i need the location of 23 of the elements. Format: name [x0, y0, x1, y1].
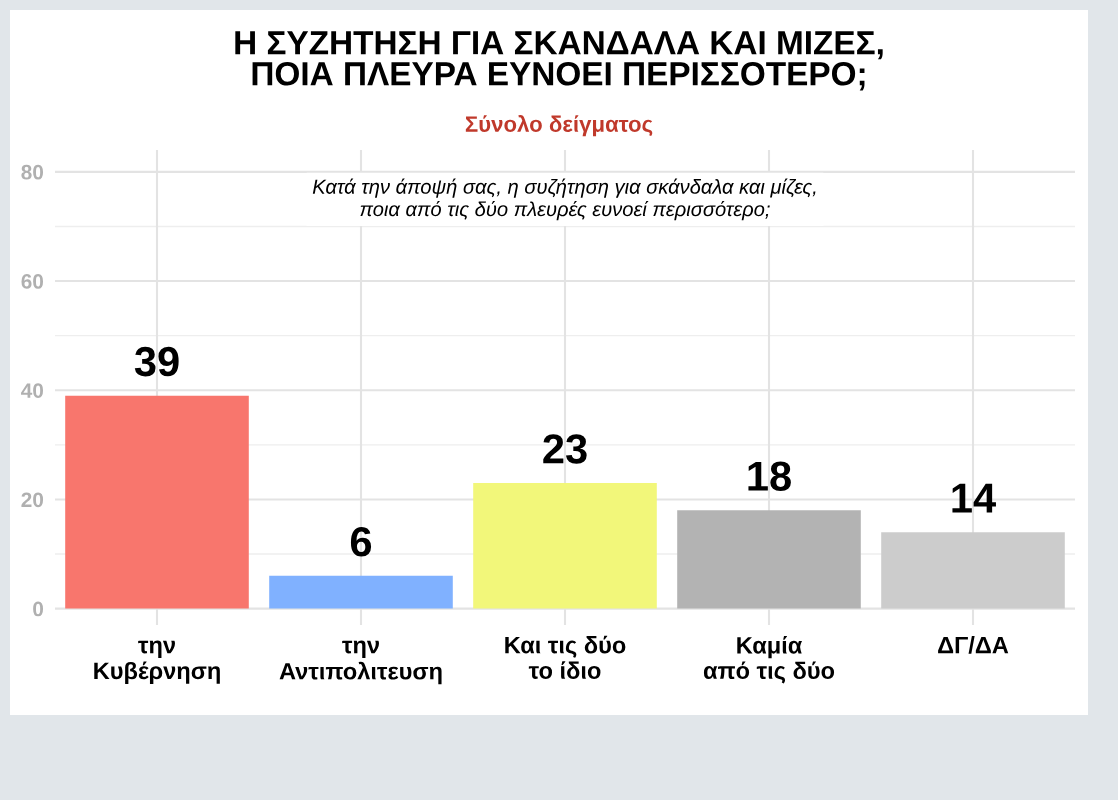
- x-tick-label: την Αντιπολιτευση: [279, 640, 442, 685]
- bar: [65, 395, 249, 609]
- y-tick-label: 20: [21, 492, 44, 508]
- y-tick-label: 60: [21, 274, 44, 289]
- y-tick-label: 0: [33, 601, 44, 617]
- y-tick-label: 80: [21, 164, 44, 180]
- data-label: 39: [134, 346, 179, 377]
- chart-title: Η ΣΥΖΗΤΗΣΗ ΓΙΑ ΣΚΑΝΔΑΛΑ ΚΑΙ ΜΙΖΕΣ, ΠΟΙΑ ΠΛΕΥΡΑ ΕΥΝΟΕΙ ΠΕΡΙΣΣΟΤΕΡΟ;: [235, 31, 883, 91]
- data-label: 6: [350, 527, 372, 557]
- x-tick-label: ΔΓ/ΔΑ: [938, 636, 1009, 654]
- bar: [677, 510, 861, 609]
- data-label: 14: [952, 483, 996, 513]
- chart-subtitle: Σύνολο δείγματος: [465, 114, 653, 137]
- data-label: 23: [543, 434, 587, 464]
- y-tick-label: 40: [21, 383, 44, 398]
- x-tick-label: Και τις δύο το ίδιο: [505, 635, 626, 679]
- bar: [473, 483, 657, 609]
- bar: [881, 532, 1065, 609]
- annotation: Κατά την άποψή σας, η συζήτηση για σκάνδαλα και μίζες, ποια από τις δύο πλευρές ευνοεί περισσότερο;: [312, 178, 816, 221]
- x-tick-label: την Κυβέρνηση: [94, 640, 220, 684]
- x-tick-label: Καμία από τις δύο: [703, 636, 835, 684]
- bar: [269, 575, 453, 609]
- data-label: 18: [748, 461, 791, 491]
